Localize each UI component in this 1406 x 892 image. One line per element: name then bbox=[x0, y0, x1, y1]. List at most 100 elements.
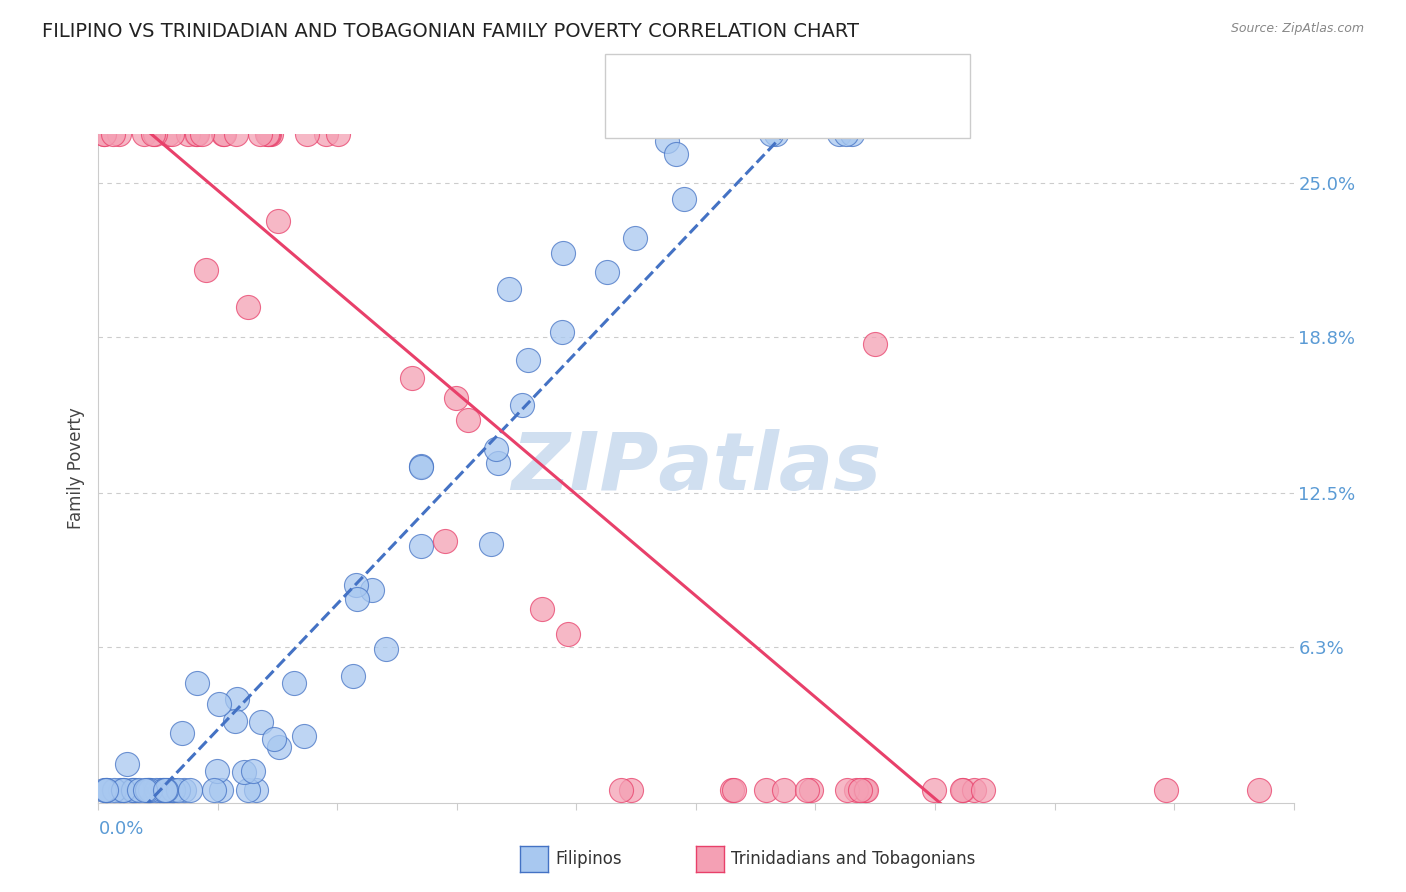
Text: 0.0%: 0.0% bbox=[98, 820, 143, 838]
Point bbox=[828, 127, 851, 141]
Point bbox=[232, 764, 254, 779]
Point bbox=[134, 783, 156, 797]
Point bbox=[207, 764, 229, 779]
Point bbox=[250, 714, 273, 729]
Point bbox=[108, 127, 131, 141]
Point bbox=[124, 783, 146, 797]
Point bbox=[765, 127, 787, 141]
Point bbox=[865, 337, 887, 351]
Text: R = -0.258   N = 54: R = -0.258 N = 54 bbox=[658, 107, 848, 125]
Point bbox=[155, 783, 177, 797]
Point bbox=[457, 413, 479, 427]
Point bbox=[295, 127, 318, 141]
Point bbox=[236, 783, 259, 797]
Point bbox=[950, 783, 973, 797]
Point bbox=[624, 231, 647, 245]
Point bbox=[173, 783, 195, 797]
Point bbox=[596, 265, 619, 279]
Point bbox=[190, 127, 212, 141]
Point bbox=[444, 391, 467, 405]
Point bbox=[267, 213, 290, 227]
Point bbox=[202, 783, 225, 797]
Text: ZIP​atlas: ZIP​atlas bbox=[510, 429, 882, 508]
Point bbox=[1154, 783, 1177, 797]
Point bbox=[530, 602, 553, 616]
Point bbox=[853, 783, 876, 797]
Point bbox=[655, 134, 678, 148]
Point bbox=[401, 371, 423, 385]
Point bbox=[167, 783, 190, 797]
Point bbox=[409, 459, 432, 474]
Point bbox=[361, 583, 384, 598]
Point bbox=[375, 641, 398, 656]
Point bbox=[326, 127, 349, 141]
Point bbox=[224, 714, 246, 729]
Point bbox=[93, 127, 115, 141]
Point bbox=[157, 783, 180, 797]
Point bbox=[139, 783, 162, 797]
Point bbox=[195, 263, 218, 277]
Point bbox=[257, 127, 280, 141]
Point bbox=[409, 539, 432, 553]
Point bbox=[108, 783, 131, 797]
Point bbox=[849, 783, 872, 797]
Point bbox=[186, 127, 208, 141]
Point bbox=[844, 783, 866, 797]
Point bbox=[267, 740, 290, 755]
Point bbox=[484, 442, 506, 457]
Point bbox=[179, 783, 201, 797]
Point bbox=[103, 783, 125, 797]
Point bbox=[160, 783, 183, 797]
Point bbox=[94, 783, 117, 797]
Point bbox=[170, 726, 193, 740]
Point bbox=[208, 697, 231, 711]
Text: Filipinos: Filipinos bbox=[555, 850, 621, 868]
Point bbox=[115, 756, 138, 771]
Point bbox=[835, 127, 858, 141]
Point bbox=[112, 783, 135, 797]
Point bbox=[952, 783, 974, 797]
Text: R =  0.148   N = 74: R = 0.148 N = 74 bbox=[658, 70, 848, 87]
Point bbox=[800, 783, 823, 797]
Point bbox=[160, 127, 183, 141]
Point bbox=[112, 783, 135, 797]
Point bbox=[257, 127, 280, 141]
Point bbox=[342, 669, 364, 683]
Text: Trinidadians and Tobagonians: Trinidadians and Tobagonians bbox=[731, 850, 976, 868]
Point bbox=[673, 192, 696, 206]
Point bbox=[344, 578, 367, 592]
Point bbox=[479, 537, 502, 551]
Point bbox=[162, 783, 184, 797]
Point bbox=[96, 783, 118, 797]
Point bbox=[186, 127, 208, 141]
Point bbox=[152, 783, 174, 797]
Point bbox=[121, 783, 143, 797]
Point bbox=[136, 783, 159, 797]
Point bbox=[837, 783, 859, 797]
Point bbox=[128, 783, 150, 797]
Point bbox=[176, 127, 198, 141]
Point bbox=[249, 127, 271, 141]
Point bbox=[245, 783, 267, 797]
Point bbox=[263, 732, 285, 747]
Point bbox=[755, 783, 778, 797]
Point bbox=[557, 626, 579, 640]
Point bbox=[145, 783, 167, 797]
Point bbox=[93, 127, 115, 141]
Point bbox=[664, 147, 686, 161]
Point bbox=[93, 783, 115, 797]
Point bbox=[610, 783, 633, 797]
Point bbox=[152, 783, 174, 797]
Point bbox=[486, 456, 509, 470]
Point bbox=[620, 783, 643, 797]
Point bbox=[256, 127, 278, 141]
Point bbox=[96, 783, 118, 797]
Point bbox=[841, 127, 863, 141]
Point bbox=[143, 127, 166, 141]
Point bbox=[292, 729, 315, 743]
Point bbox=[283, 676, 305, 690]
Text: Source: ZipAtlas.com: Source: ZipAtlas.com bbox=[1230, 22, 1364, 36]
Point bbox=[972, 783, 994, 797]
Point bbox=[855, 783, 877, 797]
Point bbox=[723, 783, 745, 797]
